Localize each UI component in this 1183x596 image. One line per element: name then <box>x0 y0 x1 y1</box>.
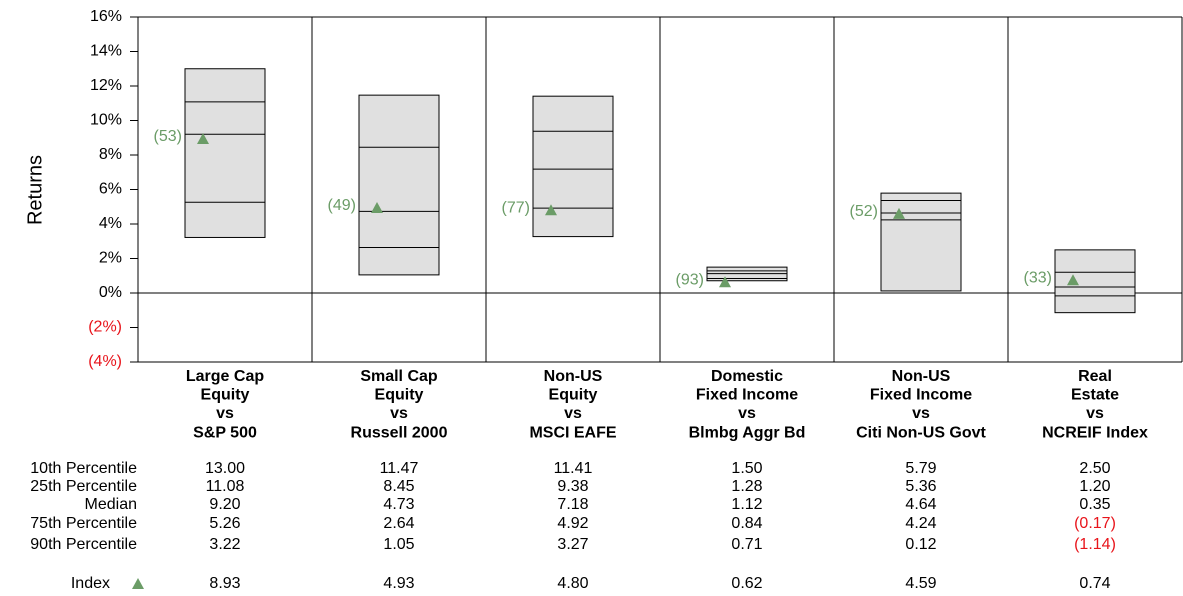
percentile-box <box>532 95 614 238</box>
table-value: (1.14) <box>1074 536 1116 553</box>
category-label: vs <box>216 405 234 422</box>
category-label: NCREIF Index <box>1042 425 1148 442</box>
category-label: Small Cap <box>360 368 438 385</box>
table-value: 5.36 <box>905 478 936 495</box>
category-label: vs <box>912 405 930 422</box>
y-tick-label: 4% <box>99 215 122 232</box>
table-value: 11.08 <box>206 478 245 495</box>
table-value: 2.64 <box>383 515 414 532</box>
table-value: 1.05 <box>383 536 414 553</box>
y-tick-label: 14% <box>90 43 122 60</box>
category-label: Equity <box>375 387 424 404</box>
table-index-value: 4.80 <box>557 575 588 592</box>
table-row-label: Index <box>71 575 110 592</box>
category-label: MSCI EAFE <box>529 425 616 442</box>
table-value: 4.92 <box>557 515 588 532</box>
table-value: 4.73 <box>383 496 414 513</box>
category-label: Non-US <box>544 368 603 385</box>
category-label: Fixed Income <box>696 387 798 404</box>
percentile-box <box>358 94 440 276</box>
table-row-label: 25th Percentile <box>30 478 137 495</box>
category-label: Real <box>1078 368 1112 385</box>
index-marker <box>545 204 557 216</box>
table-value: 1.20 <box>1079 478 1110 495</box>
category-label: Blmbg Aggr Bd <box>689 425 806 442</box>
table-index-value: 4.59 <box>905 575 936 592</box>
table-value: 5.26 <box>209 515 240 532</box>
table-value: 3.22 <box>209 536 240 553</box>
index-rank-label: (33) <box>1024 269 1052 286</box>
index-rank-label: (52) <box>850 203 878 220</box>
y-tick-label: 8% <box>99 146 122 163</box>
category-label: Large Cap <box>186 368 264 385</box>
table-value: 9.38 <box>557 478 588 495</box>
index-marker <box>197 132 209 144</box>
table-value: 11.47 <box>380 460 419 477</box>
category-label: Citi Non-US Govt <box>856 425 986 442</box>
y-axis-label: Returns <box>24 155 46 225</box>
y-tick-label: 2% <box>99 250 122 267</box>
table-value: 5.79 <box>905 460 936 477</box>
index-rank-label: (93) <box>676 272 704 289</box>
category-label: Non-US <box>892 368 951 385</box>
table-value: (0.17) <box>1074 515 1116 532</box>
category-label: vs <box>564 405 582 422</box>
y-tick-label: 0% <box>99 284 122 301</box>
y-tick-label: 16% <box>90 8 122 25</box>
index-rank-label: (77) <box>502 199 530 216</box>
table-value: 3.27 <box>557 536 588 553</box>
table-value: 4.24 <box>905 515 936 532</box>
table-value: 0.84 <box>731 515 762 532</box>
y-tick-label: (4%) <box>88 353 122 370</box>
table-index-value: 4.93 <box>383 575 414 592</box>
table-value: 7.18 <box>557 496 588 513</box>
category-label: Russell 2000 <box>351 425 448 442</box>
category-label: vs <box>738 405 756 422</box>
category-label: Fixed Income <box>870 387 972 404</box>
table-value: 8.45 <box>383 478 414 495</box>
table-row-label: Median <box>85 496 137 513</box>
table-row-label: 90th Percentile <box>30 536 137 553</box>
table-index-value: 0.74 <box>1079 575 1110 592</box>
percentile-box <box>1054 249 1136 314</box>
table-value: 0.12 <box>905 536 936 553</box>
category-label: vs <box>390 405 408 422</box>
table-row-label: 75th Percentile <box>30 515 137 532</box>
table-value: 1.12 <box>731 496 762 513</box>
table-value: 1.50 <box>731 460 762 477</box>
table-value: 9.20 <box>209 496 240 513</box>
table-value: 0.71 <box>731 536 762 553</box>
table-value: 4.64 <box>905 496 936 513</box>
table-index-value: 0.62 <box>731 575 762 592</box>
category-label: Domestic <box>711 368 783 385</box>
table-row-label: 10th Percentile <box>30 460 137 477</box>
index-marker <box>1067 274 1079 286</box>
category-label: Estate <box>1071 387 1119 404</box>
legend-index-marker <box>132 578 144 589</box>
category-label: S&P 500 <box>193 425 257 442</box>
index-marker <box>719 276 731 288</box>
table-value: 2.50 <box>1079 460 1110 477</box>
table-value: 1.28 <box>731 478 762 495</box>
category-label: Equity <box>201 387 250 404</box>
index-marker <box>893 207 905 219</box>
y-tick-label: 6% <box>99 181 122 198</box>
table-index-value: 8.93 <box>209 575 240 592</box>
table-value: 11.41 <box>554 460 593 477</box>
percentile-box <box>184 68 266 238</box>
y-tick-label: 10% <box>90 112 122 129</box>
index-rank-label: (49) <box>328 197 356 214</box>
index-rank-label: (53) <box>154 128 182 145</box>
percentile-box <box>880 192 962 292</box>
index-marker <box>371 201 383 213</box>
category-label: Equity <box>549 387 598 404</box>
table-value: 0.35 <box>1079 496 1110 513</box>
y-tick-label: 12% <box>90 77 122 94</box>
table-value: 13.00 <box>205 460 245 477</box>
category-label: vs <box>1086 405 1104 422</box>
y-tick-label: (2%) <box>88 319 122 336</box>
